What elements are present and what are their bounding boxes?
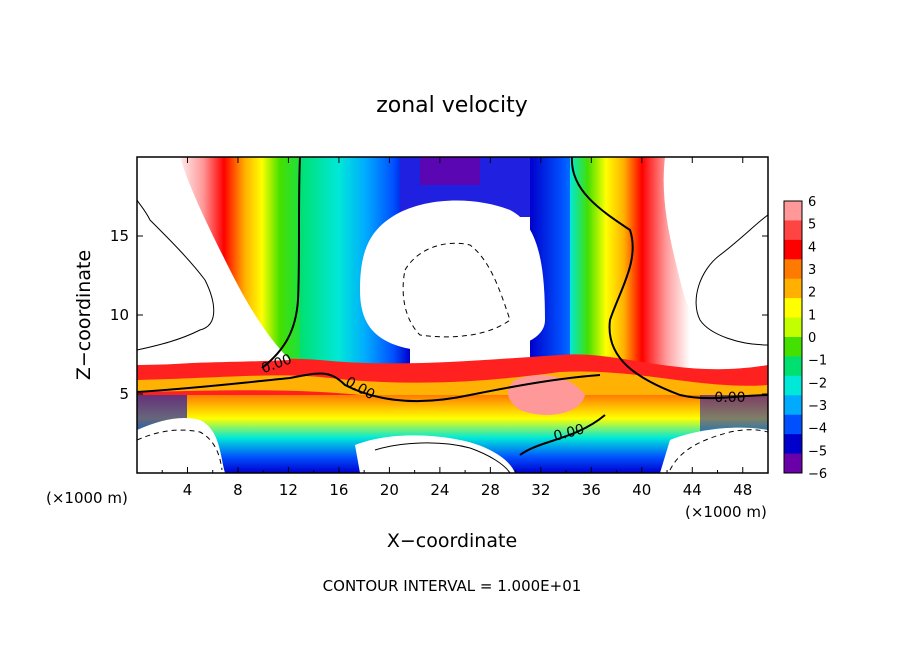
zero-contour-middle <box>137 372 601 403</box>
x-axis: 4 8 12 16 20 24 28 32 36 40 44 48 <box>161 157 752 499</box>
colorbar-swatch <box>784 239 802 260</box>
colorbar-swatch <box>784 356 802 377</box>
colorbar-label: 5 <box>808 218 816 233</box>
x-unit-right: (×1000 m) <box>685 503 767 521</box>
colorbar-swatch <box>784 278 802 299</box>
y-axis: 5 10 15 <box>110 227 768 403</box>
colorbar-label: −2 <box>808 376 827 391</box>
colorbar-label: 3 <box>808 263 816 278</box>
contour-interval-footer: CONTOUR INTERVAL = 1.000E+01 <box>323 577 582 595</box>
x-tick-label: 24 <box>430 481 449 499</box>
colorbar-swatch <box>784 337 802 357</box>
colorbar-label: 0 <box>808 331 816 346</box>
colorbar-swatch <box>784 220 802 241</box>
x-tick-label: 16 <box>329 481 348 499</box>
x-tick-label: 48 <box>733 481 752 499</box>
colorbar-swatch <box>784 414 802 435</box>
colorbar-label: 6 <box>808 195 816 210</box>
colorbar-swatch <box>784 375 802 396</box>
y-tick-label: 10 <box>110 306 129 324</box>
colorbar-label: 4 <box>808 240 816 255</box>
colorbar-label: 2 <box>808 286 816 301</box>
x-tick-label: 44 <box>683 481 702 499</box>
x-tick-label: 12 <box>279 481 298 499</box>
colorbar-label: 1 <box>808 308 816 323</box>
colorbar-label: −6 <box>808 467 827 482</box>
colorbar-swatch <box>784 201 802 221</box>
colorbar-label: −1 <box>808 354 827 369</box>
colorbar-swatch <box>784 395 802 416</box>
colorbar-swatch <box>784 453 802 474</box>
x-tick-label: 20 <box>380 481 399 499</box>
white-region-right <box>663 157 768 352</box>
colorbar-swatch <box>784 434 802 455</box>
y-tick-label: 5 <box>119 385 129 403</box>
x-tick-label: 40 <box>632 481 651 499</box>
negative-contour <box>402 242 511 338</box>
x-unit-left: (×1000 m) <box>46 489 128 507</box>
y-tick-label: 15 <box>110 227 129 245</box>
colorbar-frame <box>783 200 803 474</box>
colorbar-swatch <box>784 298 802 319</box>
x-axis-label: X−coordinate <box>387 530 517 552</box>
white-region-center <box>360 200 545 353</box>
y-axis-label: Z−coordinate <box>73 250 95 380</box>
colorbar: 6 5 4 3 2 1 0 −1 −2 −3 −4 −5 −6 <box>783 195 827 482</box>
x-tick-label: 8 <box>233 481 243 499</box>
zero-contour-left <box>261 157 301 369</box>
chart-title: zonal velocity <box>376 93 528 118</box>
x-tick-label: 4 <box>183 481 193 499</box>
zero-contour-right <box>570 157 768 400</box>
x-tick-label: 28 <box>481 481 500 499</box>
colorbar-swatch <box>784 317 802 338</box>
x-tick-label: 36 <box>582 481 601 499</box>
colorbar-label: −5 <box>808 444 827 459</box>
contour-label: 0.00 <box>552 421 586 445</box>
x-tick-label: 32 <box>531 481 550 499</box>
colorbar-swatch <box>784 259 802 280</box>
colorbar-label: −3 <box>808 399 827 414</box>
white-region-left <box>137 157 290 365</box>
colorbar-label: −4 <box>808 422 827 437</box>
contour-label: 0.00 <box>714 390 745 406</box>
plot-field <box>137 157 768 473</box>
